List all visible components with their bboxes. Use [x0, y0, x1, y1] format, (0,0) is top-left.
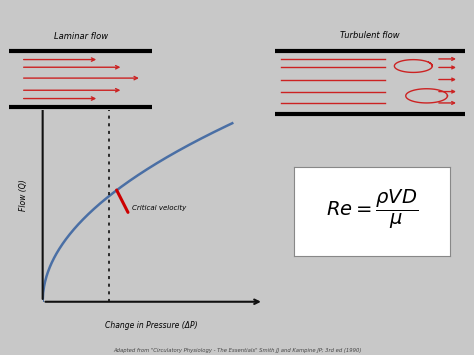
- Text: Flow (Q): Flow (Q): [19, 179, 28, 211]
- Text: $Re = \dfrac{\rho V D}{\mu}$: $Re = \dfrac{\rho V D}{\mu}$: [326, 188, 418, 231]
- Text: Critical velocity: Critical velocity: [132, 205, 186, 211]
- Text: Turbulent flow: Turbulent flow: [340, 32, 400, 40]
- Text: Adapted from "Circulatory Physiology - The Essentials" Smith JJ and Kampine JP; : Adapted from "Circulatory Physiology - T…: [113, 348, 361, 353]
- Text: Laminar flow: Laminar flow: [54, 32, 108, 41]
- Text: Change in Pressure (ΔP): Change in Pressure (ΔP): [105, 321, 198, 330]
